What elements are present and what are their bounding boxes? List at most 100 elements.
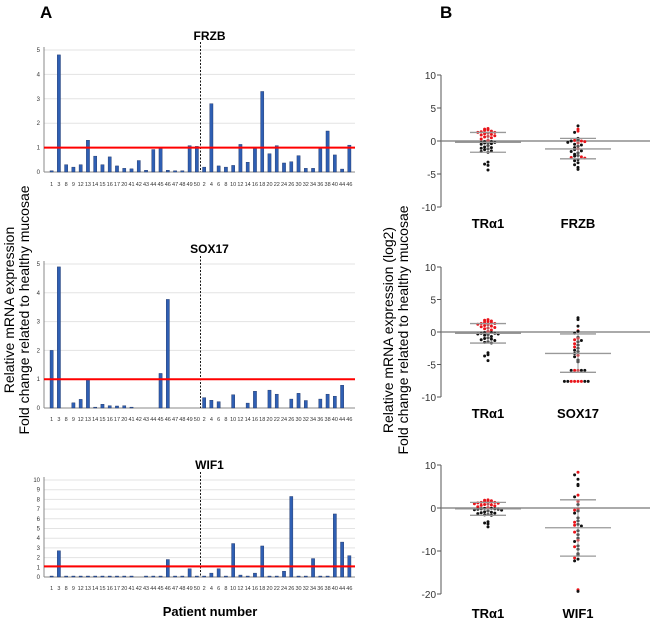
x-tick-label: 4 bbox=[210, 586, 213, 592]
x-tick-label: 16 bbox=[107, 417, 113, 423]
data-point-black bbox=[579, 368, 583, 372]
x-tick-label: 2 bbox=[203, 417, 206, 423]
x-tick-label: 43 bbox=[143, 417, 149, 423]
data-point-black bbox=[483, 148, 487, 152]
x-tick-label: 49 bbox=[187, 182, 193, 188]
x-tick-label: 6 bbox=[217, 182, 220, 188]
x-tick-label: 36 bbox=[317, 182, 323, 188]
bar bbox=[86, 575, 90, 578]
data-point-black bbox=[573, 163, 577, 167]
x-tick-label: 12 bbox=[237, 586, 243, 592]
bar bbox=[238, 144, 243, 173]
bar bbox=[274, 393, 279, 409]
x-tick-label: 20 bbox=[266, 586, 272, 592]
category-label: WIF1 bbox=[562, 606, 593, 621]
x-tick-label: 8 bbox=[224, 182, 227, 188]
data-point-black bbox=[576, 124, 580, 128]
data-point-red bbox=[573, 508, 577, 512]
bar bbox=[115, 405, 119, 409]
x-tick-label: 16 bbox=[252, 586, 258, 592]
data-point-black bbox=[479, 338, 483, 342]
group-trα1: TRα1 bbox=[455, 498, 521, 621]
dot-plot-wif1: -20 -10 0 10 TRα1 WIF1 bbox=[422, 461, 650, 621]
data-point-black bbox=[573, 159, 577, 163]
x-tick-label: 49 bbox=[187, 586, 193, 592]
data-point-black bbox=[573, 130, 577, 134]
x-tick-label: 20 bbox=[266, 182, 272, 188]
x-tick-label: 10 bbox=[230, 182, 236, 188]
bar bbox=[158, 373, 163, 409]
bar bbox=[93, 406, 98, 409]
x-tick-label: 50 bbox=[194, 182, 200, 188]
data-point-red bbox=[579, 139, 583, 143]
x-tick-label: 3 bbox=[57, 182, 60, 188]
data-point-black bbox=[483, 145, 487, 149]
y-tick-label: 0 bbox=[430, 504, 436, 515]
bar bbox=[107, 405, 112, 409]
bar bbox=[195, 146, 199, 173]
bar bbox=[238, 574, 243, 578]
x-tick-label: 8 bbox=[65, 417, 68, 423]
x-tick-label: 47 bbox=[172, 586, 178, 592]
bar bbox=[318, 398, 323, 409]
x-tick-label: 13 bbox=[85, 586, 91, 592]
y-tick-label: 10 bbox=[425, 461, 437, 472]
data-point-black bbox=[476, 512, 480, 516]
bar bbox=[86, 140, 90, 173]
bar bbox=[245, 162, 250, 173]
data-point-black bbox=[486, 353, 490, 357]
y-tick-label: 9 bbox=[37, 488, 41, 494]
data-point-black bbox=[576, 477, 580, 481]
bar bbox=[231, 394, 235, 409]
x-tick-label: 42 bbox=[136, 182, 142, 188]
bar bbox=[260, 545, 265, 578]
data-point-black bbox=[576, 589, 580, 593]
bar bbox=[260, 91, 265, 173]
data-point-black bbox=[583, 379, 587, 383]
y-tick-label: 0 bbox=[430, 328, 436, 339]
data-point-red bbox=[573, 556, 577, 560]
bar bbox=[202, 575, 206, 578]
y-tick-label: 3 bbox=[37, 320, 41, 326]
x-tick-label: 50 bbox=[194, 586, 200, 592]
x-tick-label: 46 bbox=[165, 182, 171, 188]
bar bbox=[347, 144, 352, 173]
x-tick-label: 8 bbox=[224, 586, 227, 592]
x-tick-label: 38 bbox=[325, 586, 331, 592]
bar bbox=[136, 160, 141, 173]
data-point-black bbox=[486, 520, 490, 524]
bar bbox=[325, 393, 330, 409]
bar bbox=[100, 575, 105, 578]
data-point-black bbox=[489, 335, 493, 339]
x-tick-label: 8 bbox=[224, 417, 227, 423]
y-tick-label: 4 bbox=[37, 536, 41, 542]
bar bbox=[296, 155, 301, 173]
y-tick-label: 0 bbox=[37, 170, 41, 176]
data-point-red bbox=[569, 379, 573, 383]
x-tick-label: 46 bbox=[346, 586, 352, 592]
bar bbox=[144, 170, 148, 173]
bar bbox=[267, 153, 272, 173]
bar bbox=[296, 393, 301, 409]
y-tick-label: 0 bbox=[430, 137, 436, 148]
bar bbox=[100, 164, 105, 173]
x-tick-label: 43 bbox=[143, 182, 149, 188]
x-tick-label: 14 bbox=[92, 417, 98, 423]
group-wif1: WIF1 bbox=[545, 470, 611, 621]
x-tick-label: 13 bbox=[85, 182, 91, 188]
data-point-black bbox=[573, 511, 577, 515]
data-point-red bbox=[583, 140, 587, 144]
data-point-red bbox=[573, 530, 577, 534]
data-point-red bbox=[493, 134, 497, 138]
category-label: TRα1 bbox=[472, 606, 505, 621]
bar bbox=[318, 148, 323, 173]
x-tick-label: 34 bbox=[310, 182, 316, 188]
bar bbox=[333, 154, 337, 173]
x-tick-label: 36 bbox=[317, 586, 323, 592]
data-point-black bbox=[573, 348, 577, 352]
data-point-red bbox=[489, 132, 493, 136]
y-tick-label: 5 bbox=[37, 527, 41, 533]
data-point-red bbox=[573, 338, 577, 342]
data-point-black bbox=[566, 140, 570, 144]
